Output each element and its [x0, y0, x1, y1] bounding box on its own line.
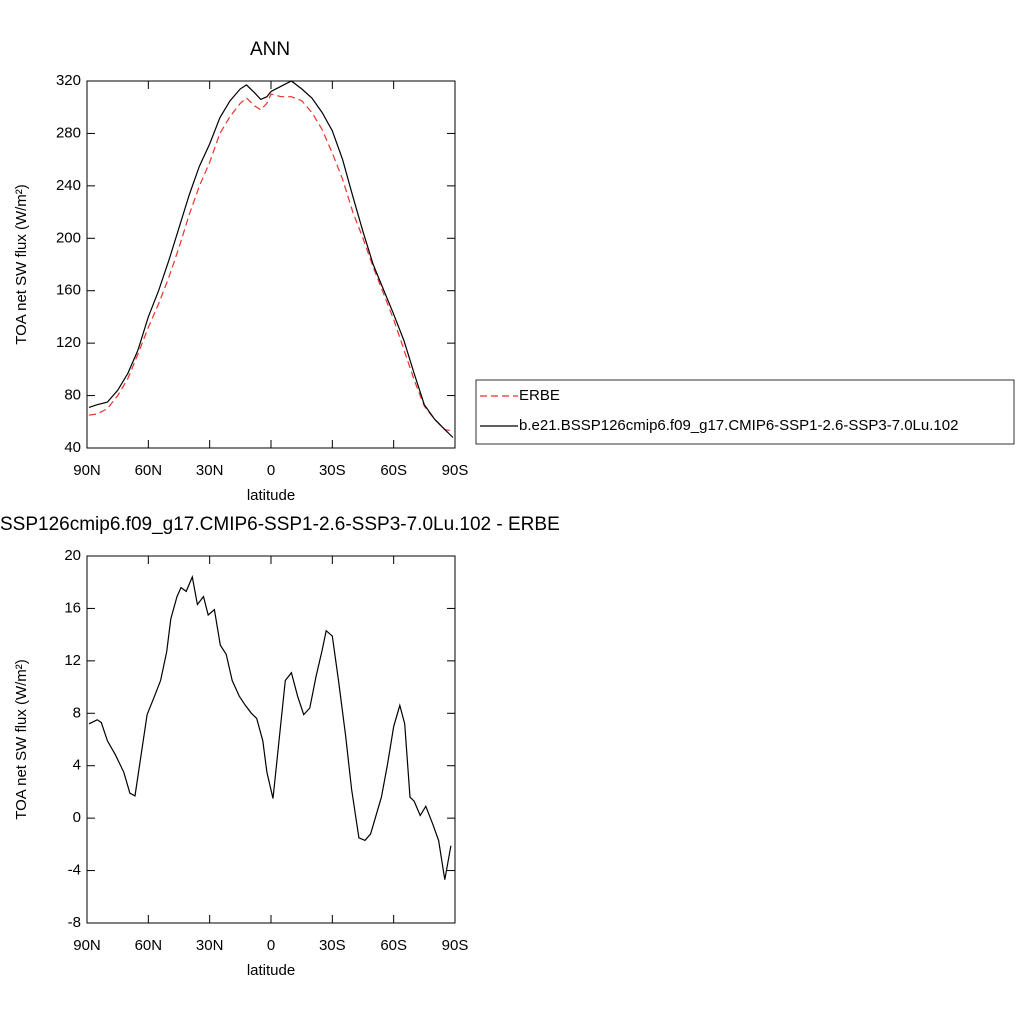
legend-box [475, 379, 1015, 445]
y-tick-label: 4 [73, 757, 81, 774]
x-tick-label: 60N [135, 462, 163, 479]
x-tick-label: 60S [380, 462, 407, 479]
y-axis-label: TOA net SW flux (W/m²) [13, 184, 30, 345]
y-tick-label: 80 [64, 387, 81, 404]
x-tick-label: 0 [267, 462, 275, 479]
y-tick-label: 280 [56, 124, 81, 141]
x-tick-label: 90N [73, 937, 101, 954]
y-tick-label: 40 [64, 439, 81, 456]
y-tick-label: 240 [56, 177, 81, 194]
chart-title: SSP126cmip6.f09_g17.CMIP6-SSP1-2.6-SSP3-… [0, 514, 560, 535]
x-tick-label: 0 [267, 937, 275, 954]
x-tick-label: 90S [442, 462, 469, 479]
y-tick-label: 12 [64, 652, 81, 669]
y-tick-label: 320 [56, 72, 81, 89]
x-tick-label: 90S [442, 937, 469, 954]
data-line [88, 93, 454, 432]
y-tick-label: -4 [68, 862, 81, 879]
x-tick-label: 30N [196, 462, 224, 479]
plot-frame [86, 80, 456, 449]
x-axis-label: latitude [247, 487, 295, 504]
y-tick-label: 120 [56, 334, 81, 351]
y-tick-label: 200 [56, 229, 81, 246]
plot-frame [86, 555, 456, 924]
y-tick-label: 8 [73, 704, 81, 721]
x-tick-label: 90N [73, 462, 101, 479]
y-tick-label: 20 [64, 547, 81, 564]
x-tick-label: 60S [380, 937, 407, 954]
y-axis-label: TOA net SW flux (W/m²) [13, 659, 30, 820]
data-line [88, 80, 454, 438]
y-tick-label: 0 [73, 809, 81, 826]
legend-label: b.e21.BSSP126cmip6.f09_g17.CMIP6-SSP1-2.… [519, 417, 958, 434]
x-tick-label: 60N [135, 937, 163, 954]
x-axis-label: latitude [247, 962, 295, 979]
x-tick-label: 30S [319, 937, 346, 954]
y-tick-label: 16 [64, 599, 81, 616]
legend-label: ERBE [519, 387, 560, 404]
y-tick-label: 160 [56, 282, 81, 299]
x-tick-label: 30N [196, 937, 224, 954]
data-line [88, 574, 452, 880]
x-tick-label: 30S [319, 462, 346, 479]
chart-title: ANN [250, 39, 290, 60]
y-tick-label: -8 [68, 914, 81, 931]
